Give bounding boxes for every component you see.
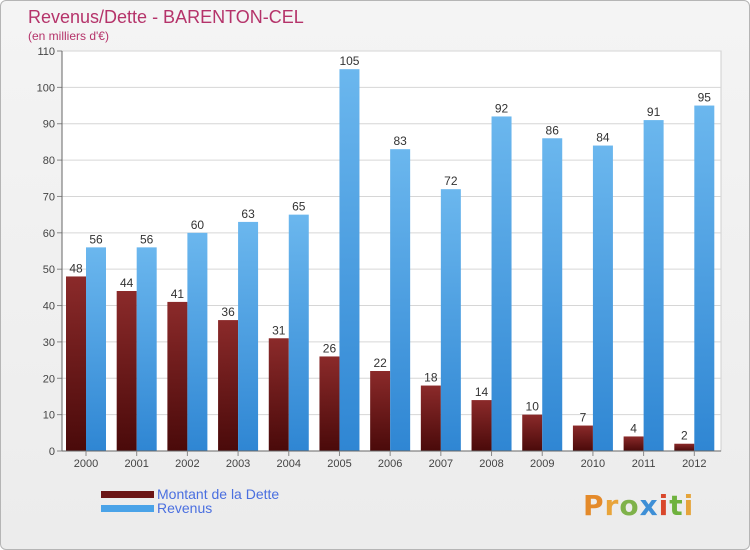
y-tick-label: 0 <box>49 446 55 458</box>
debt-bar <box>471 400 492 451</box>
logo-letter: o <box>619 489 640 522</box>
debt-value-label: 36 <box>221 305 235 319</box>
legend-swatch-revenue <box>101 504 154 512</box>
debt-value-label: 31 <box>272 323 286 337</box>
x-tick-label: 2009 <box>530 458 554 470</box>
revenue-bar <box>390 149 411 451</box>
x-tick-label: 2003 <box>226 458 250 470</box>
debt-bar <box>66 276 86 451</box>
revenue-value-label: 72 <box>444 174 458 188</box>
debt-value-label: 4 <box>630 421 637 435</box>
revenue-value-label: 105 <box>339 54 359 68</box>
legend-item-revenue: Revenus <box>101 501 279 515</box>
y-tick-label: 60 <box>43 228 55 240</box>
revenue-value-label: 86 <box>546 123 560 137</box>
debt-bar <box>116 291 137 451</box>
legend-item-debt: Montant de la Dette <box>101 487 279 501</box>
debt-bar <box>522 414 543 451</box>
revenue-bar <box>86 247 106 451</box>
logo-letter: i <box>658 489 670 522</box>
revenue-bar <box>136 247 157 451</box>
logo-letter: P <box>583 489 605 522</box>
debt-value-label: 14 <box>475 385 489 399</box>
revenue-value-label: 63 <box>241 207 255 221</box>
x-tick-label: 2011 <box>632 458 656 470</box>
chart-title: Revenus/Dette - BARENTON-CEL <box>28 7 304 27</box>
y-tick-label: 20 <box>43 373 55 385</box>
debt-value-label: 44 <box>120 276 134 290</box>
debt-bar <box>268 338 289 451</box>
y-tick-label: 30 <box>43 337 55 349</box>
revenue-value-label: 83 <box>393 134 407 148</box>
revenue-bar <box>542 138 563 452</box>
revenue-bar <box>694 105 715 451</box>
debt-value-label: 22 <box>373 356 387 370</box>
debt-bar <box>623 436 644 451</box>
debt-bar <box>370 371 391 451</box>
debt-value-label: 10 <box>526 400 540 414</box>
logo-letter: r <box>604 489 620 522</box>
revenue-value-label: 95 <box>698 91 712 105</box>
revenue-bar <box>288 214 309 451</box>
x-tick-label: 2004 <box>277 458 301 470</box>
x-tick-label: 2006 <box>378 458 402 470</box>
debt-value-label: 26 <box>323 341 337 355</box>
x-tick-label: 2008 <box>479 458 503 470</box>
revenue-value-label: 56 <box>89 232 103 246</box>
debt-bar <box>572 425 593 451</box>
debt-bar <box>167 301 188 451</box>
y-tick-label: 90 <box>43 119 55 131</box>
debt-bar <box>674 443 695 451</box>
x-tick-label: 2000 <box>74 458 98 470</box>
revenue-value-label: 60 <box>191 218 205 232</box>
logo-letter: i <box>683 489 695 522</box>
revenue-value-label: 91 <box>647 105 661 119</box>
revenue-bar <box>592 145 613 451</box>
x-tick-label: 2012 <box>682 458 706 470</box>
revenue-bar <box>440 189 461 451</box>
proxiti-logo: Proxiti <box>583 489 694 522</box>
legend-swatch-debt <box>101 490 154 498</box>
debt-value-label: 18 <box>424 371 438 385</box>
debt-bar <box>218 320 239 451</box>
legend: Montant de la Dette Revenus <box>101 487 279 515</box>
revenue-value-label: 92 <box>495 101 509 115</box>
debt-value-label: 2 <box>681 429 688 443</box>
legend-label-debt: Montant de la Dette <box>157 486 280 502</box>
x-tick-label: 2007 <box>429 458 453 470</box>
revenue-bar <box>339 69 360 451</box>
y-tick-label: 110 <box>37 46 55 58</box>
x-tick-label: 2010 <box>581 458 605 470</box>
revenue-value-label: 84 <box>596 131 610 145</box>
y-tick-label: 70 <box>43 191 55 203</box>
x-tick-label: 2005 <box>327 458 351 470</box>
y-tick-label: 10 <box>43 410 55 422</box>
chart-subtitle: (en milliers d'€) <box>28 29 109 43</box>
revenue-bar <box>643 120 664 451</box>
y-tick-label: 40 <box>43 301 55 313</box>
x-tick-label: 2002 <box>175 458 199 470</box>
y-tick-label: 80 <box>43 155 55 167</box>
debt-bar <box>420 385 441 451</box>
revenue-value-label: 65 <box>292 200 306 214</box>
revenue-value-label: 56 <box>140 232 154 246</box>
logo-letter: t <box>669 489 684 522</box>
revenue-bar <box>491 116 512 452</box>
debt-bar <box>319 356 340 451</box>
debt-value-label: 7 <box>580 411 587 425</box>
debt-value-label: 41 <box>171 287 185 301</box>
debt-value-label: 48 <box>69 261 83 275</box>
y-tick-label: 100 <box>37 82 55 94</box>
y-tick-label: 50 <box>43 264 55 276</box>
logo-letter: x <box>639 489 659 522</box>
legend-label-revenue: Revenus <box>157 500 213 516</box>
revenue-bar <box>187 232 208 451</box>
revenue-bar <box>238 221 259 451</box>
x-tick-label: 2001 <box>124 458 148 470</box>
